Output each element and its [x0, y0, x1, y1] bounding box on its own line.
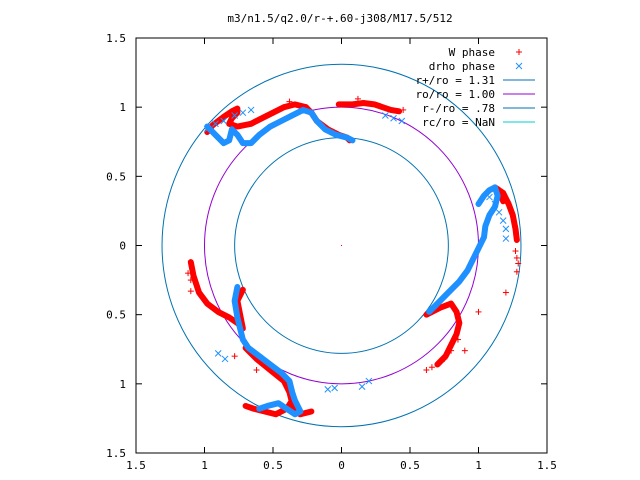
legend-label-2: r+/ro = 1.31 [416, 74, 495, 87]
y-tick-label-6: 1.5 [106, 32, 126, 45]
point-1-18 [381, 112, 389, 119]
point-0-5 [475, 308, 482, 315]
y-tick-label-0: 1.5 [106, 447, 126, 460]
legend-label-5: rc/ro = NaN [422, 116, 495, 129]
legend-label-3: ro/ro = 1.00 [416, 88, 495, 101]
point-1-16 [239, 109, 247, 117]
point-0-16 [185, 270, 192, 277]
plot-marks [161, 63, 522, 428]
point-0-4 [502, 289, 509, 296]
y-tick-label-5: 1 [119, 101, 126, 114]
point-0-15 [187, 288, 194, 295]
origin-dot [341, 245, 342, 246]
chart-title: m3/n1.5/q2.0/r-+.60-j308/M17.5/512 [227, 12, 452, 25]
x-tick-label-4: 0.5 [400, 459, 420, 472]
point-1-1 [491, 200, 499, 208]
point-1-8 [331, 384, 339, 392]
curve-1 [335, 100, 403, 115]
curve-5 [187, 259, 246, 332]
x-tick-label-0: 1.5 [126, 459, 146, 472]
legend-label-0: W phase [449, 46, 495, 59]
legend-marker-0 [516, 49, 522, 55]
circle-series-2 [161, 63, 522, 428]
x-tick-label-5: 1 [475, 459, 482, 472]
curve-9 [426, 184, 501, 315]
point-0-13 [253, 367, 260, 373]
axes: 1.5 1 0.5 0 0.5 1 1.51.510.500.511.5 [106, 32, 557, 472]
point-0-8 [441, 355, 448, 362]
point-1-20 [398, 117, 406, 125]
legend-label-4: r-/ro = .78 [422, 102, 495, 115]
point-1-5 [502, 235, 510, 242]
point-1-15 [231, 112, 238, 119]
point-1-10 [221, 355, 229, 363]
point-0-7 [448, 347, 455, 354]
legend-marker-1 [515, 62, 523, 70]
curve-10 [231, 284, 304, 418]
point-0-10 [423, 367, 430, 373]
y-tick-label-2: 0.5 [106, 309, 126, 322]
point-0-19 [400, 106, 407, 113]
curve-4 [423, 300, 463, 368]
y-tick-label-4: 0.5 [106, 170, 126, 183]
legend-label-1: drho phase [429, 60, 495, 73]
point-0-3 [513, 268, 520, 275]
point-0-18 [354, 95, 361, 102]
point-1-6 [365, 377, 373, 385]
x-tick-label-6: 1.5 [537, 459, 557, 472]
point-1-12 [203, 125, 211, 133]
point-1-3 [499, 217, 507, 224]
point-0-1 [513, 254, 520, 261]
point-1-11 [214, 350, 222, 357]
x-tick-label-2: 0.5 [263, 459, 283, 472]
curve-8 [204, 106, 356, 147]
point-0-14 [187, 277, 194, 284]
x-tick-label-3: 0 [338, 459, 345, 472]
curve-0 [204, 101, 309, 136]
point-1-13 [212, 120, 219, 128]
point-0-11 [461, 347, 468, 354]
point-0-2 [515, 260, 522, 267]
y-tick-label-1: 1 [119, 378, 126, 391]
point-1-0 [486, 193, 493, 201]
y-tick-label-3: 0 [119, 240, 126, 253]
point-1-19 [390, 114, 397, 122]
point-0-0 [512, 248, 519, 255]
point-0-6 [454, 336, 461, 343]
point-0-17 [286, 98, 293, 105]
point-0-9 [428, 364, 435, 371]
x-tick-label-1: 1 [201, 459, 208, 472]
point-1-14 [220, 117, 228, 125]
point-1-4 [502, 225, 510, 233]
point-1-7 [358, 383, 366, 390]
point-1-17 [247, 106, 255, 114]
point-1-2 [495, 208, 503, 216]
point-0-12 [231, 353, 238, 360]
point-1-9 [324, 386, 332, 393]
